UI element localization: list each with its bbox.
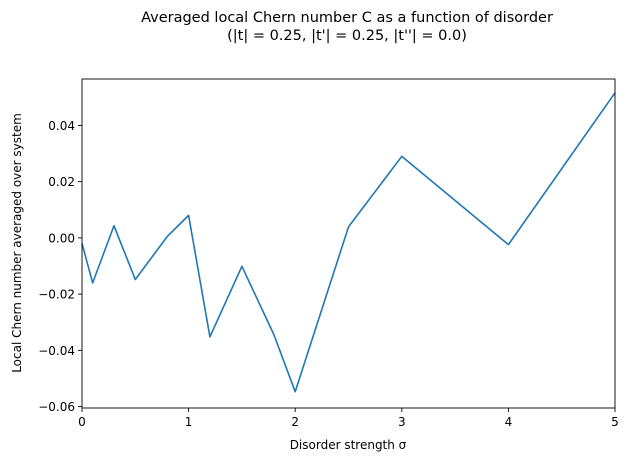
y-tick-label: −0.06	[38, 400, 75, 414]
series-line-0	[81, 92, 616, 393]
x-tick-label: 0	[78, 415, 86, 429]
x-axis-label: Disorder strength σ	[290, 438, 407, 452]
chart-title-line-1: Averaged local Chern number C as a funct…	[141, 10, 553, 26]
x-tick-label: 5	[611, 415, 619, 429]
y-tick-label: 0.04	[48, 119, 75, 133]
chart-title-line-2: (|t| = 0.25, |t'| = 0.25, |t''| = 0.0)	[227, 28, 467, 44]
y-tick-label: −0.04	[38, 344, 75, 358]
axes-frame	[81, 78, 616, 409]
x-tick-label: 1	[185, 415, 193, 429]
y-tick-label: 0.02	[48, 175, 75, 189]
y-tick-label: 0.00	[48, 231, 75, 245]
y-tick-label: −0.02	[38, 288, 75, 302]
x-tick-label: 2	[291, 415, 299, 429]
x-tick-label: 4	[505, 415, 513, 429]
plot-area: 0 1 2 3 4 5 −0.06 −0.04 −0.02 0.00 0.02 0.04	[38, 78, 619, 429]
x-tick-label: 3	[398, 415, 406, 429]
y-axis-label: Local Chern number averaged over system	[10, 113, 24, 373]
